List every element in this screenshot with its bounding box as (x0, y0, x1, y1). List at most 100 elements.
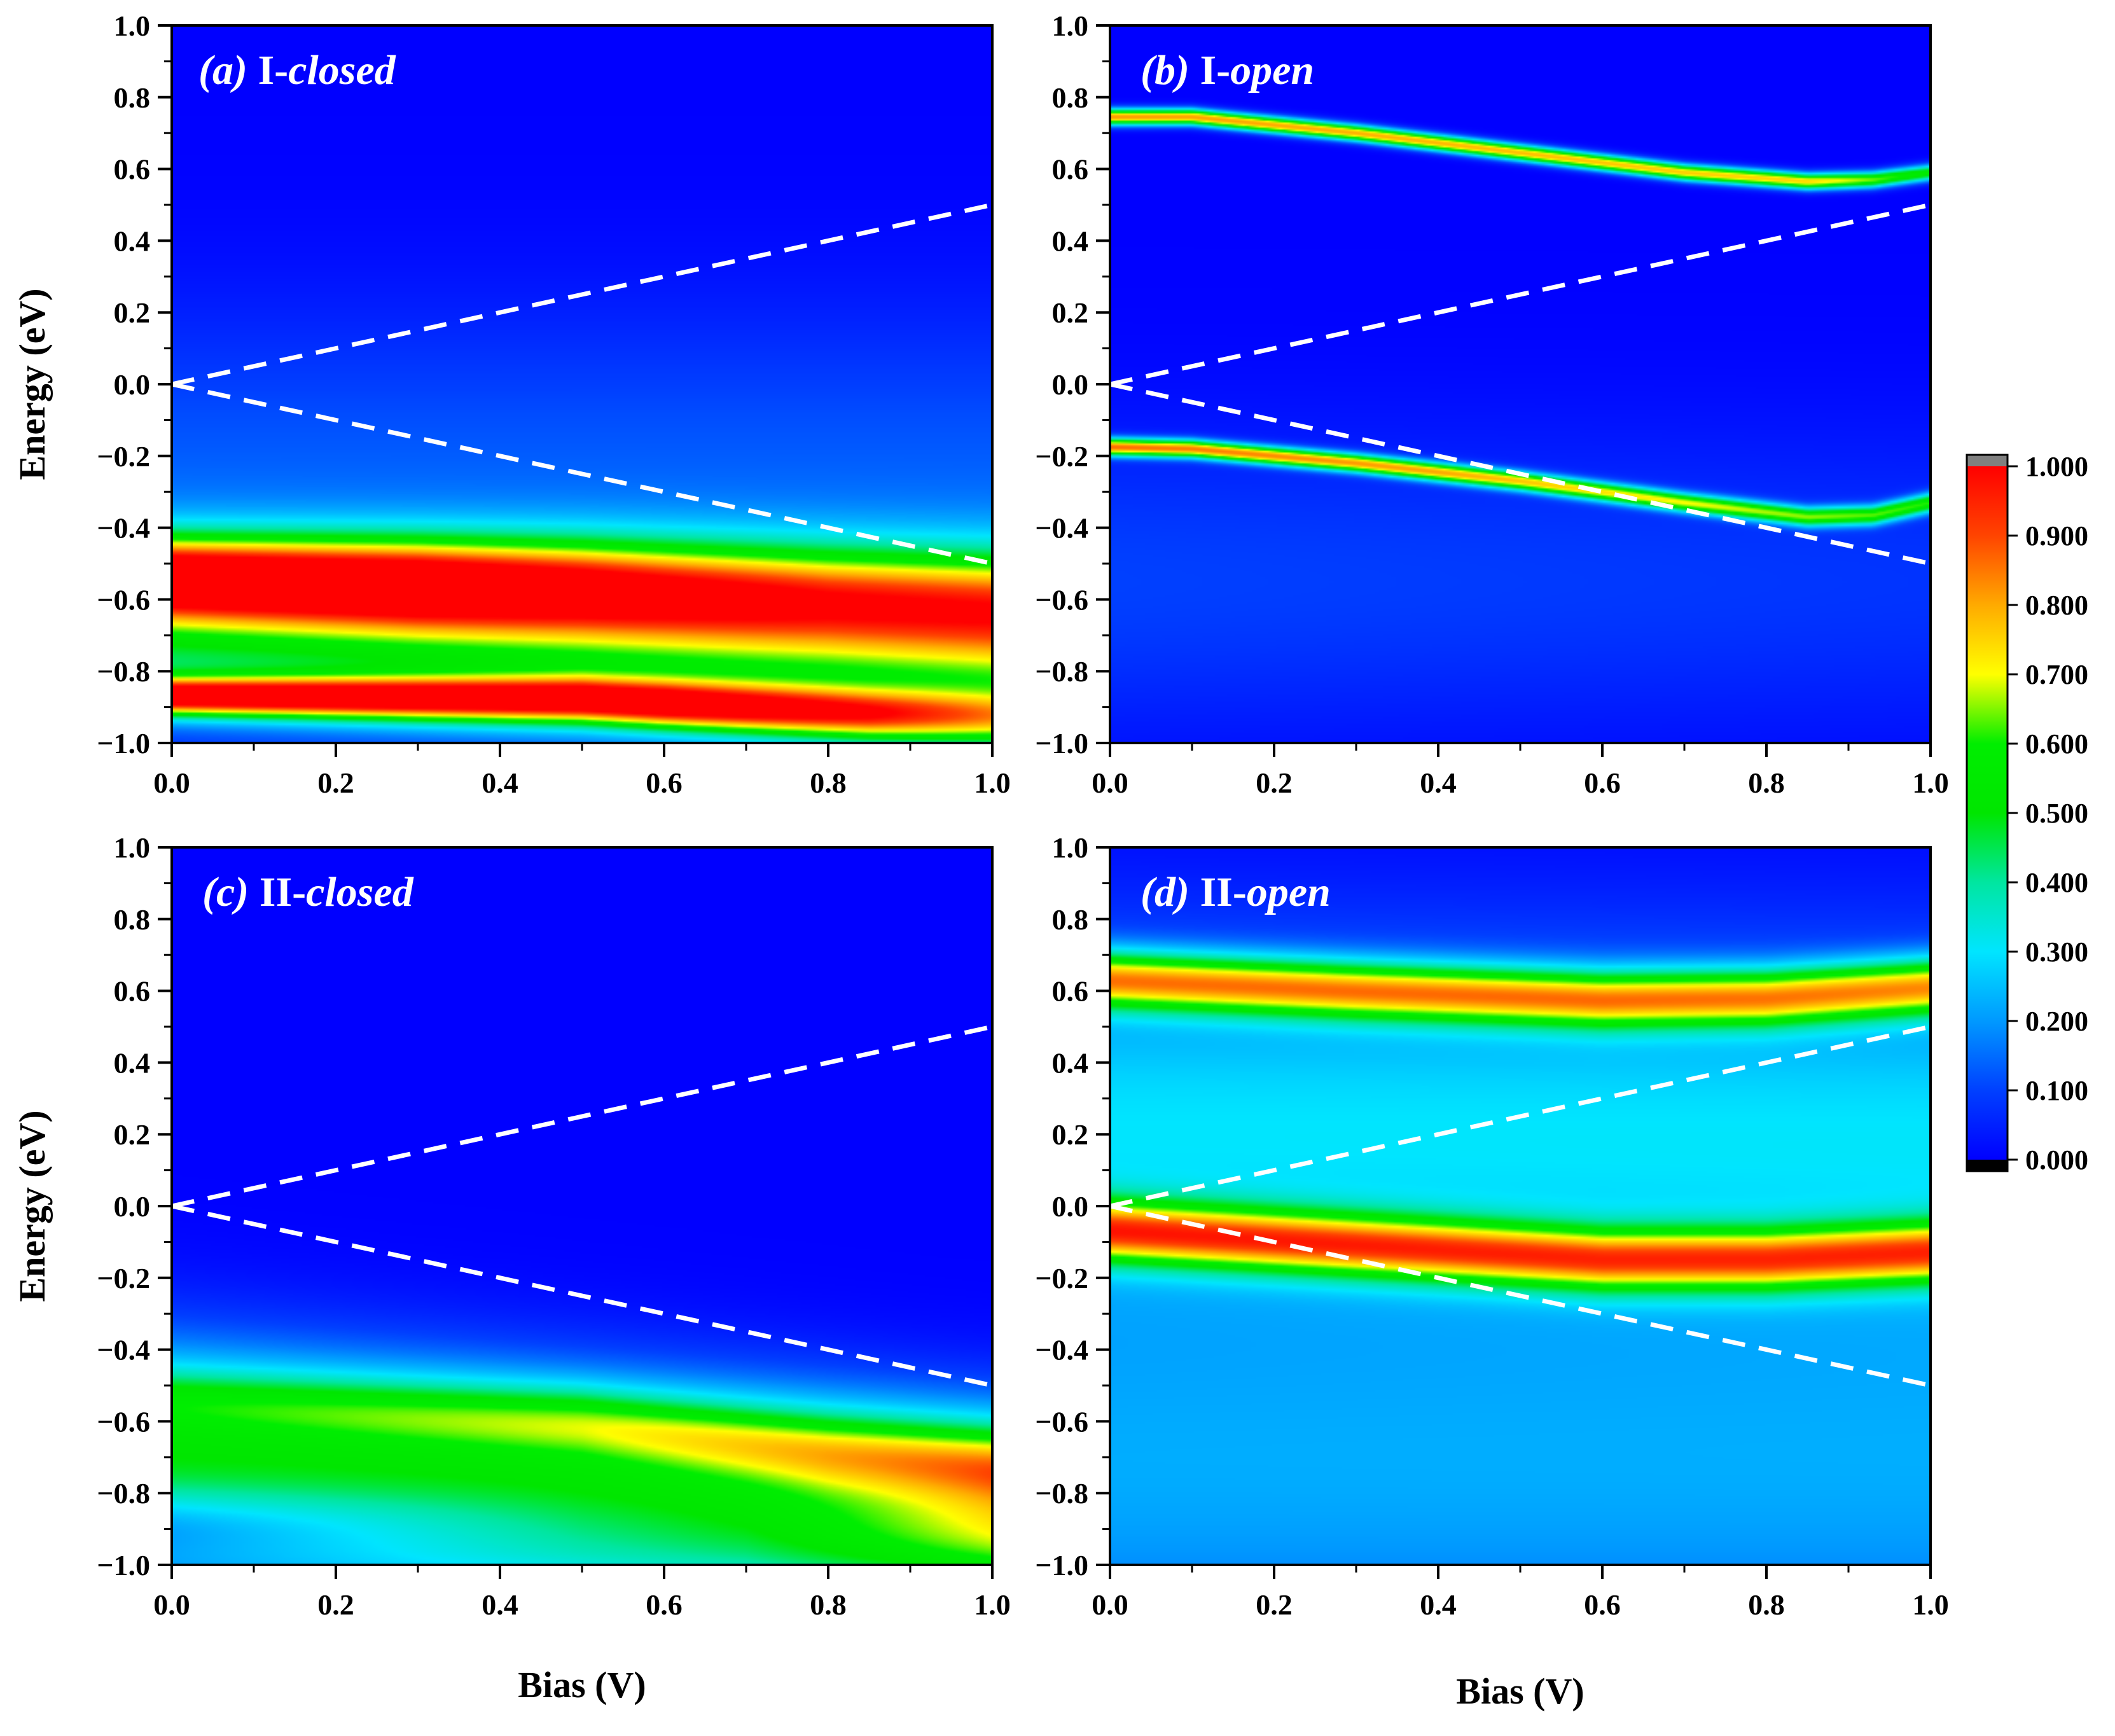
bias-window-lines-d (1109, 1024, 1931, 1388)
y-tick-label: 0.0 (114, 368, 151, 401)
y-tick-label: 0.2 (114, 1118, 151, 1151)
y-tick-label: 1.0 (1052, 10, 1089, 42)
bias-window-line (1109, 1204, 1931, 1388)
y-tick-label: −0.4 (1035, 1334, 1088, 1366)
bias-window-line (171, 202, 993, 387)
y-tick-label: −0.4 (1035, 512, 1088, 545)
ticks-a: 0.0 0.2 0.4 0.6 0.8 1.0 −1.0 −0.8 −0.6 −0.4 −0.2 0.… (97, 10, 1010, 799)
bias-window-lines-c (171, 1024, 993, 1388)
colorbar-tick-label: 0.600 (2025, 728, 2088, 760)
colorbar-tick-label: 0.500 (2025, 798, 2088, 829)
y-tick-label: −1.0 (97, 1549, 150, 1581)
x-tick-label: 0.4 (482, 767, 518, 799)
heatmap-c (172, 847, 992, 1565)
panel-b: 0.0 0.2 0.4 0.6 0.8 1.0 −1.0 −0.8 −0.6 −0.4 −0.2 0.… (1035, 10, 1948, 799)
x-axis-title-d: Bias (V) (1456, 1670, 1584, 1712)
x-tick-label: 0.4 (1420, 1588, 1457, 1621)
y-tick-label: −0.6 (97, 583, 150, 616)
y-axis-title-c: Energy (eV) (11, 1110, 53, 1302)
x-tick-label: 1.0 (1912, 1588, 1949, 1621)
panel-tag-b: (b) (1141, 47, 1189, 94)
panel-label-a: (a) I-closed (198, 47, 396, 94)
panel-tag-d: (d) (1141, 869, 1189, 915)
x-tick-label: 0.0 (153, 767, 190, 799)
panel-d: 0.0 0.2 0.4 0.6 0.8 1.0 −1.0 −0.8 −0.6 −0.4 −0.2 0.… (1035, 831, 1948, 1712)
bias-window-line (1109, 1024, 1931, 1209)
x-tick-label: 1.0 (974, 1588, 1011, 1621)
colorbar-ticks: 0.000 0.100 0.200 0.300 0.400 0.500 0.600 0.700… (2008, 451, 2088, 1176)
bias-window-line (1109, 382, 1931, 566)
bias-window-lines-b (1109, 202, 1931, 566)
y-tick-label: 0.6 (1052, 153, 1089, 186)
y-tick-label: 1.0 (114, 10, 151, 42)
colorbar-under (1967, 1160, 2008, 1171)
x-tick-label: 0.6 (646, 767, 683, 799)
colorbar-tick-label: 0.000 (2025, 1144, 2088, 1176)
heatmap-a (172, 25, 992, 743)
y-tick-label: −0.6 (1035, 583, 1088, 616)
y-tick-label: −1.0 (1035, 1549, 1088, 1581)
panel-prefix-d: II- (1189, 869, 1247, 915)
y-tick-label: −0.4 (97, 1334, 150, 1366)
y-tick-label: −0.6 (97, 1405, 150, 1438)
x-tick-label: 0.2 (317, 1588, 354, 1621)
y-tick-label: 0.8 (114, 903, 151, 936)
panel-a: 0.0 0.2 0.4 0.6 0.8 1.0 −1.0 −0.8 −0.6 −0.4 −0.2 0.… (11, 10, 1011, 799)
y-tick-label: 1.0 (1052, 831, 1089, 864)
x-tick-label: 0.6 (646, 1588, 683, 1621)
x-tick-label: 0.6 (1584, 767, 1621, 799)
x-tick-label: 0.2 (1256, 767, 1293, 799)
x-axis-title-c: Bias (V) (518, 1664, 646, 1705)
y-tick-label: 0.0 (114, 1190, 151, 1223)
y-tick-label: 0.4 (114, 1046, 151, 1079)
x-tick-label: 0.8 (1748, 1588, 1785, 1621)
x-tick-label: 0.4 (1420, 767, 1457, 799)
panel-label-b: (b) I-open (1141, 47, 1314, 94)
y-tick-label: −0.2 (1035, 440, 1088, 473)
ticks-c: 0.0 0.2 0.4 0.6 0.8 1.0 −1.0 −0.8 −0.6 −0.4 −0.2 0.… (97, 831, 1010, 1621)
colorbar-tick-label: 0.200 (2025, 1006, 2088, 1037)
colorbar-tick-label: 0.700 (2025, 659, 2088, 690)
x-tick-label: 1.0 (974, 767, 1011, 799)
colorbar-tick-label: 0.900 (2025, 520, 2088, 552)
x-tick-label: 0.0 (1092, 767, 1128, 799)
colorbar-tick-label: 0.100 (2025, 1075, 2088, 1106)
y-tick-label: 0.2 (1052, 1118, 1089, 1151)
x-tick-label: 0.2 (1256, 1588, 1293, 1621)
colorbar-gradient (1967, 466, 2008, 1160)
bias-window-line (171, 1024, 993, 1209)
x-tick-label: 0.8 (1748, 767, 1785, 799)
heatmap-b (1110, 25, 1931, 743)
y-tick-label: −0.6 (1035, 1405, 1088, 1438)
colorbar-tick-label: 0.300 (2025, 936, 2088, 968)
x-tick-label: 1.0 (1912, 767, 1949, 799)
y-tick-label: 0.4 (1052, 225, 1089, 257)
y-axis-title-a: Energy (eV) (11, 288, 53, 480)
y-tick-label: −0.2 (97, 440, 150, 473)
y-tick-label: −0.8 (97, 1477, 150, 1510)
colorbar-over (1967, 455, 2008, 466)
ticks-d: 0.0 0.2 0.4 0.6 0.8 1.0 −1.0 −0.8 −0.6 −0.4 −0.2 0.… (1035, 831, 1948, 1621)
colorbar-tick-label: 0.400 (2025, 867, 2088, 898)
panel-state-c: closed (306, 869, 414, 915)
y-tick-label: −0.8 (97, 655, 150, 688)
y-tick-label: −0.4 (97, 512, 150, 545)
colorbar-tick-label: 1.000 (2025, 451, 2088, 482)
panel-state-b: open (1230, 47, 1314, 94)
y-tick-label: 0.8 (1052, 81, 1089, 114)
bias-window-lines-a (171, 202, 993, 566)
panel-label-d: (d) II-open (1141, 869, 1331, 915)
x-tick-label: 0.4 (482, 1588, 518, 1621)
y-tick-label: 1.0 (114, 831, 151, 864)
y-tick-label: 0.2 (114, 296, 151, 329)
colorbar: 0.000 0.100 0.200 0.300 0.400 0.500 0.600 0.700… (1966, 451, 2088, 1176)
y-tick-label: 0.6 (114, 975, 151, 1008)
bias-window-line (1109, 202, 1931, 387)
bias-window-line (171, 1204, 993, 1388)
x-tick-label: 0.8 (810, 1588, 847, 1621)
y-tick-label: 0.6 (114, 153, 151, 186)
y-tick-label: −0.8 (1035, 655, 1088, 688)
panel-tag-c: (c) (202, 869, 249, 915)
y-tick-label: 0.0 (1052, 1190, 1089, 1223)
